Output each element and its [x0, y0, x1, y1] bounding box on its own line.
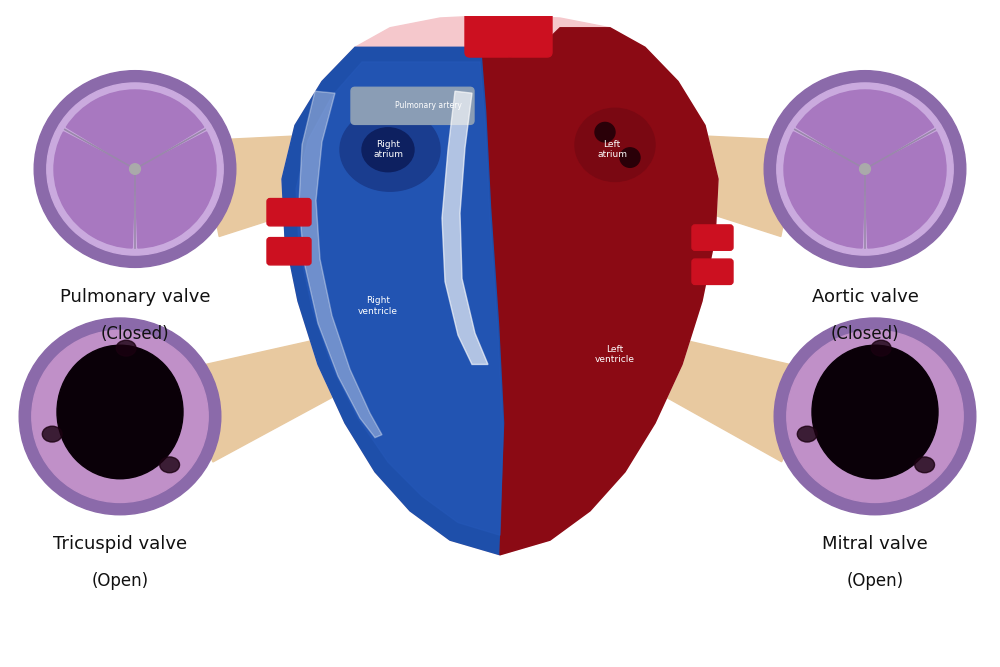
- FancyBboxPatch shape: [267, 237, 311, 265]
- Text: Left
atrium: Left atrium: [597, 140, 627, 159]
- Circle shape: [34, 71, 236, 267]
- Text: (Closed): (Closed): [831, 325, 899, 343]
- Wedge shape: [796, 90, 934, 169]
- Circle shape: [774, 318, 976, 515]
- Polygon shape: [282, 15, 718, 555]
- Ellipse shape: [362, 128, 414, 171]
- Ellipse shape: [797, 426, 817, 442]
- Ellipse shape: [575, 108, 655, 181]
- Text: Pulmonary artery: Pulmonary artery: [395, 101, 461, 110]
- Circle shape: [787, 330, 963, 502]
- Text: Mitral valve: Mitral valve: [822, 535, 928, 553]
- Polygon shape: [442, 91, 488, 364]
- Text: Left
ventricle: Left ventricle: [595, 345, 635, 364]
- Polygon shape: [296, 62, 503, 535]
- Wedge shape: [865, 132, 946, 248]
- Polygon shape: [625, 133, 799, 237]
- Circle shape: [130, 164, 140, 174]
- Ellipse shape: [915, 457, 935, 473]
- Circle shape: [764, 71, 966, 267]
- Polygon shape: [631, 332, 818, 462]
- Ellipse shape: [57, 346, 183, 479]
- Text: Tricuspid valve: Tricuspid valve: [53, 535, 187, 553]
- Wedge shape: [66, 90, 204, 169]
- Polygon shape: [299, 91, 382, 438]
- Circle shape: [19, 318, 221, 515]
- FancyBboxPatch shape: [692, 259, 733, 284]
- Ellipse shape: [871, 340, 891, 356]
- Circle shape: [32, 330, 208, 502]
- Text: (Open): (Open): [846, 572, 904, 590]
- Ellipse shape: [42, 426, 62, 442]
- Text: Aorta: Aorta: [493, 0, 517, 6]
- FancyBboxPatch shape: [507, 0, 552, 57]
- FancyBboxPatch shape: [692, 225, 733, 250]
- Wedge shape: [135, 132, 216, 248]
- Text: (Closed): (Closed): [101, 325, 169, 343]
- Circle shape: [860, 164, 870, 174]
- Circle shape: [595, 123, 615, 142]
- Circle shape: [777, 83, 953, 255]
- Text: Right
ventricle: Right ventricle: [358, 296, 398, 315]
- FancyBboxPatch shape: [351, 87, 474, 124]
- FancyBboxPatch shape: [465, 0, 513, 57]
- Circle shape: [47, 83, 223, 255]
- Text: Aortic valve: Aortic valve: [812, 287, 918, 305]
- Text: Right
atrium: Right atrium: [373, 140, 403, 159]
- Ellipse shape: [812, 346, 938, 479]
- FancyBboxPatch shape: [267, 199, 311, 226]
- Polygon shape: [282, 47, 505, 555]
- Wedge shape: [54, 132, 135, 248]
- Ellipse shape: [340, 108, 440, 191]
- Circle shape: [620, 148, 640, 167]
- Wedge shape: [784, 132, 865, 248]
- Polygon shape: [177, 332, 369, 462]
- Polygon shape: [201, 133, 375, 237]
- Ellipse shape: [116, 340, 136, 356]
- Polygon shape: [482, 28, 718, 555]
- Text: Pulmonary valve: Pulmonary valve: [60, 287, 210, 305]
- Text: (Open): (Open): [91, 572, 149, 590]
- Ellipse shape: [160, 457, 180, 473]
